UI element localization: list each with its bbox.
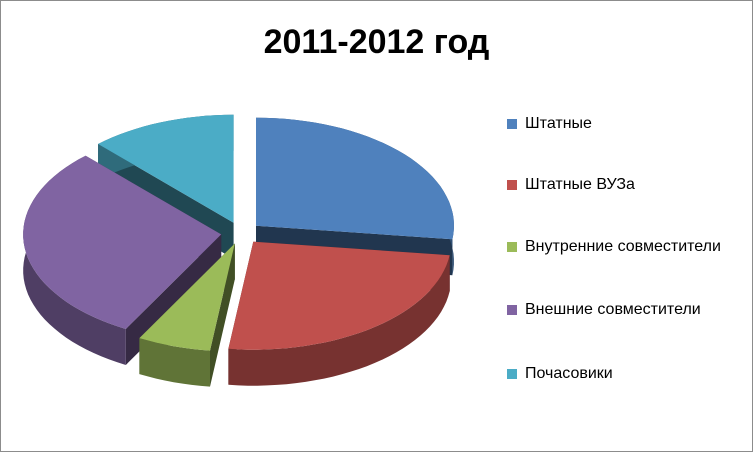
legend-item: Штатные <box>507 115 737 136</box>
legend-swatch <box>507 369 517 379</box>
slice-rim <box>228 255 450 386</box>
legend-label: Штатные <box>525 115 592 132</box>
legend-swatch <box>507 180 517 190</box>
chart-title: 2011-2012 год <box>263 23 490 61</box>
slice <box>23 155 222 329</box>
legend-item: Почасовики <box>507 365 737 386</box>
legend-label: Почасовики <box>525 365 613 382</box>
slice <box>228 241 450 350</box>
legend-swatch <box>507 305 517 315</box>
slice <box>256 117 454 240</box>
legend-item: Внутренние совместители <box>507 238 737 259</box>
legend-label: Внутренние совместители <box>525 238 721 255</box>
slice <box>98 114 234 223</box>
legend-swatch <box>507 119 517 129</box>
legend-label: Штатные ВУЗа <box>525 176 635 193</box>
legend-swatch <box>507 242 517 252</box>
legend-item: Штатные ВУЗа <box>507 176 737 197</box>
pie-area <box>23 114 454 387</box>
legend-label: Внешние совместители <box>525 301 701 318</box>
legend-item: Внешние совместители <box>507 301 737 322</box>
slice-rim <box>139 338 210 387</box>
slice <box>139 243 235 351</box>
